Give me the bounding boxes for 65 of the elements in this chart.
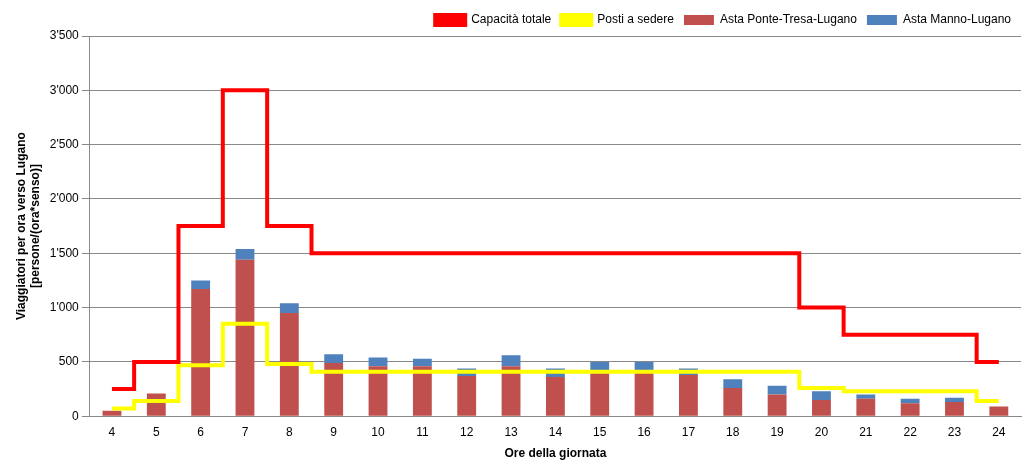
y-tick-label: 3'000	[49, 82, 80, 97]
legend-label: Asta Ponte-Tresa-Lugano	[719, 12, 858, 27]
bar	[279, 303, 299, 313]
x-tick-label: 10	[371, 424, 386, 439]
bar	[856, 394, 876, 399]
x-tick-label: 11	[416, 424, 429, 439]
bar	[324, 354, 344, 363]
bar	[191, 289, 211, 416]
legend-label: Capacità totale	[471, 12, 552, 27]
legend-label: Asta Manno-Lugano	[902, 12, 1012, 27]
x-tick-label: 20	[814, 424, 829, 439]
x-tick-label: 8	[285, 424, 293, 439]
bar	[767, 394, 787, 416]
bar	[900, 403, 920, 416]
x-tick-label: 19	[770, 424, 785, 439]
x-tick-label: 12	[460, 424, 474, 439]
bar	[812, 391, 831, 400]
x-tick-label: 17	[681, 424, 696, 439]
x-tick-label: 9	[330, 424, 338, 439]
x-tick-label: 24	[992, 424, 1006, 439]
y-tick-label: 2'500	[49, 136, 80, 151]
y-tick-label: 1'000	[49, 299, 80, 314]
bar	[412, 366, 432, 416]
bar	[723, 387, 743, 416]
bar	[545, 377, 565, 416]
x-tick-label: 14	[548, 424, 563, 439]
bar	[235, 259, 255, 416]
x-tick-label: 16	[637, 424, 652, 439]
x-tick-label: 7	[241, 424, 249, 439]
bar	[679, 374, 698, 416]
bar	[191, 280, 211, 290]
bar	[767, 385, 787, 395]
y-axis-title: Viaggiatori per ora verso Lugano [persone/(ora*senso)]	[13, 132, 42, 321]
bar	[412, 358, 432, 367]
bar	[279, 313, 299, 416]
x-tick-label: 23	[947, 424, 962, 439]
x-tick-label: 22	[903, 424, 918, 439]
legend-label: Posti a sedere	[597, 12, 675, 27]
bar	[102, 410, 122, 416]
bar	[634, 372, 654, 416]
bar	[812, 399, 831, 416]
bar	[900, 398, 920, 404]
y-tick-label: 2'000	[49, 191, 80, 206]
x-tick-label: 6	[197, 424, 205, 439]
bar	[235, 248, 255, 260]
x-tick-label: 21	[859, 424, 873, 439]
bar	[590, 372, 610, 416]
y-tick-label: 3'500	[49, 28, 80, 43]
bar	[945, 402, 964, 416]
bar	[457, 376, 477, 416]
x-tick-label: 13	[504, 424, 519, 439]
y-tick-label: 0	[72, 408, 80, 423]
x-tick-label: 15	[593, 424, 607, 439]
y-tick-label: 500	[58, 354, 80, 369]
bar	[989, 406, 1009, 416]
x-tick-label: 18	[726, 424, 740, 439]
x-tick-label: 5	[152, 424, 160, 439]
x-tick-label: 4	[108, 424, 116, 439]
bar	[723, 379, 743, 388]
bar	[501, 355, 521, 367]
bar	[856, 398, 876, 416]
y-tick-label: 1'500	[49, 245, 80, 260]
bar	[324, 362, 344, 416]
x-axis-title: Ore della giornata	[504, 446, 607, 461]
bar	[945, 397, 964, 403]
